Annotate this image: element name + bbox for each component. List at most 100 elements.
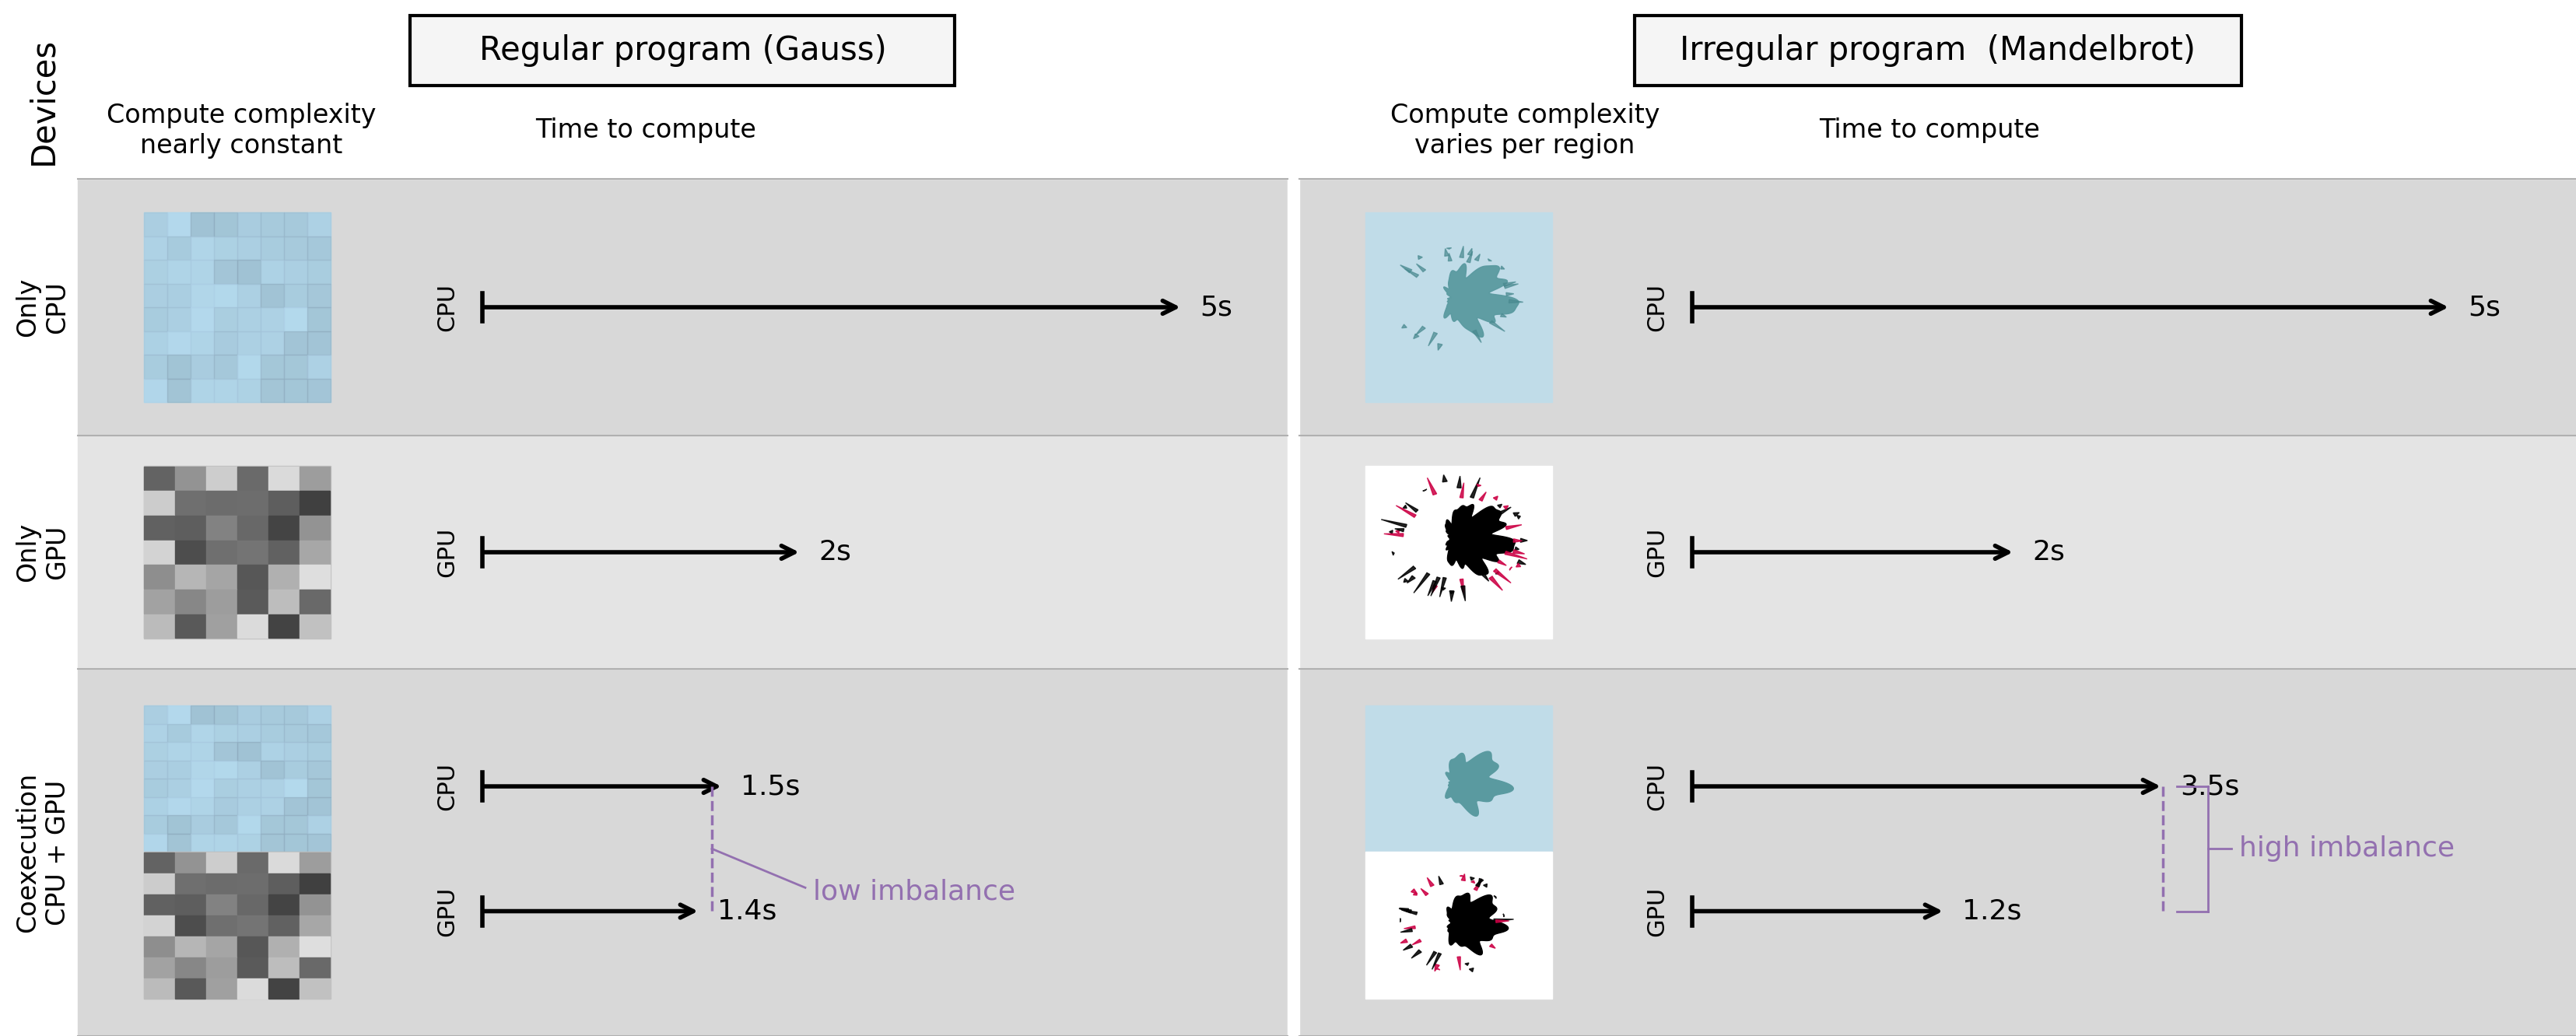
Bar <box>144 212 330 402</box>
Polygon shape <box>1502 282 1515 287</box>
Bar <box>175 915 206 936</box>
Polygon shape <box>1445 249 1448 256</box>
Polygon shape <box>1414 334 1419 339</box>
Polygon shape <box>1504 292 1512 296</box>
Bar <box>237 589 268 613</box>
Polygon shape <box>1458 875 1463 876</box>
Bar <box>260 330 283 354</box>
Bar <box>144 466 175 490</box>
Bar <box>283 815 307 833</box>
Bar <box>283 236 307 260</box>
Bar <box>307 212 330 236</box>
Bar <box>191 779 214 797</box>
Bar <box>268 614 299 638</box>
Bar <box>206 978 237 999</box>
Bar <box>260 308 283 330</box>
Bar <box>214 815 237 833</box>
Bar <box>191 378 214 402</box>
Bar <box>1298 669 2576 1036</box>
Bar <box>307 815 330 833</box>
Polygon shape <box>1479 492 1486 501</box>
Bar <box>268 491 299 515</box>
Polygon shape <box>1399 265 1412 272</box>
Polygon shape <box>1435 965 1440 972</box>
Bar <box>283 330 307 354</box>
Bar <box>268 541 299 565</box>
Text: Only
CPU: Only CPU <box>15 278 70 337</box>
Bar <box>1298 435 2576 669</box>
Polygon shape <box>1461 579 1463 593</box>
FancyBboxPatch shape <box>410 16 956 86</box>
Bar <box>299 894 330 915</box>
Bar <box>144 706 330 852</box>
Bar <box>167 724 191 742</box>
Polygon shape <box>1515 564 1520 567</box>
Bar <box>268 937 299 956</box>
Polygon shape <box>1471 881 1473 883</box>
Polygon shape <box>1512 513 1520 516</box>
Polygon shape <box>1401 928 1412 932</box>
Bar <box>237 466 268 490</box>
Polygon shape <box>1489 944 1494 948</box>
Bar <box>237 724 260 742</box>
Bar <box>167 212 191 236</box>
Bar <box>299 873 330 893</box>
Bar <box>237 894 268 915</box>
Polygon shape <box>1450 591 1453 602</box>
Bar <box>167 815 191 833</box>
Bar <box>214 260 237 284</box>
Bar <box>260 706 283 724</box>
Polygon shape <box>1510 299 1522 303</box>
Bar <box>144 873 175 893</box>
Bar <box>167 330 191 354</box>
Bar <box>206 516 237 540</box>
Bar <box>191 236 214 260</box>
Polygon shape <box>1396 529 1399 534</box>
Bar <box>299 541 330 565</box>
Text: CPU: CPU <box>435 283 459 332</box>
Bar <box>260 797 283 815</box>
Polygon shape <box>1494 919 1512 922</box>
Bar <box>260 260 283 284</box>
Bar <box>206 614 237 638</box>
Text: Time to compute: Time to compute <box>536 118 755 144</box>
Text: 1.5s: 1.5s <box>739 773 799 800</box>
Polygon shape <box>1404 578 1409 582</box>
Polygon shape <box>1440 577 1445 597</box>
Bar <box>144 614 175 638</box>
Bar <box>144 260 167 284</box>
Polygon shape <box>1381 519 1406 527</box>
Polygon shape <box>1499 314 1507 317</box>
Bar <box>167 760 191 779</box>
Bar <box>283 742 307 760</box>
Polygon shape <box>1517 559 1525 565</box>
Polygon shape <box>1404 268 1419 278</box>
Bar <box>260 236 283 260</box>
Bar <box>307 378 330 402</box>
Text: GPU: GPU <box>435 886 459 937</box>
Bar <box>167 284 191 308</box>
Bar <box>214 797 237 815</box>
Bar <box>307 833 330 852</box>
Bar <box>268 894 299 915</box>
Bar <box>283 724 307 742</box>
Polygon shape <box>1432 585 1437 593</box>
Polygon shape <box>1512 539 1522 542</box>
Bar <box>191 797 214 815</box>
Bar <box>144 915 175 936</box>
Bar <box>237 330 260 354</box>
Bar <box>260 724 283 742</box>
Polygon shape <box>1388 530 1394 534</box>
Polygon shape <box>1422 489 1427 491</box>
Bar <box>299 614 330 638</box>
Polygon shape <box>1499 266 1504 269</box>
Polygon shape <box>1486 259 1492 261</box>
Bar <box>237 354 260 378</box>
Polygon shape <box>1432 953 1440 970</box>
Bar <box>260 815 283 833</box>
Polygon shape <box>1504 525 1522 529</box>
Polygon shape <box>1427 333 1437 346</box>
Bar <box>237 915 268 936</box>
Polygon shape <box>1473 880 1481 891</box>
Bar <box>283 779 307 797</box>
